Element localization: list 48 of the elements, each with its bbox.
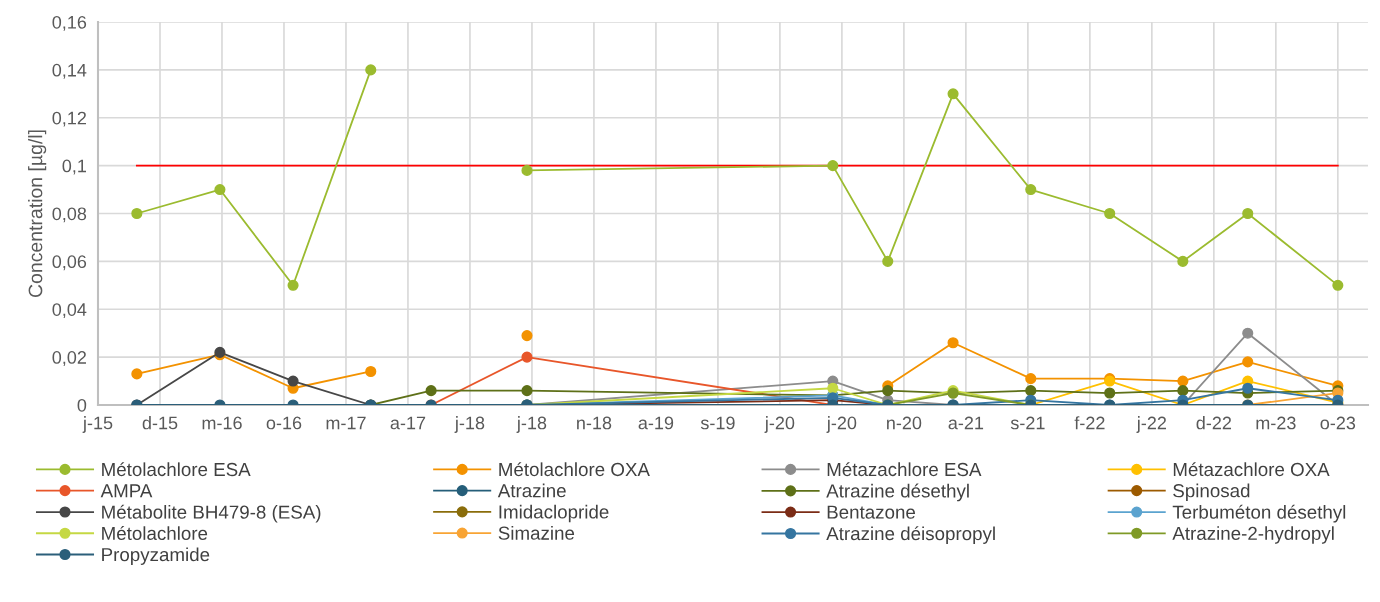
legend-label: Atrazine-2-hydropyl (1172, 526, 1334, 544)
y-tick-label: 0,04 (52, 303, 87, 319)
legend-label: Métazachlore ESA (827, 462, 982, 477)
x-tick-label: m-17 (326, 416, 366, 430)
x-tick-label: a-21 (948, 416, 984, 430)
x-tick-label: m-23 (1256, 416, 1296, 430)
y-tick-label: 0,1 (62, 159, 87, 175)
y-tick-label: 0,12 (52, 111, 86, 127)
x-tick-label: j-18 (454, 416, 485, 433)
x-tick-label: f-22 (1074, 416, 1105, 430)
legend-label: Atrazine (497, 483, 566, 498)
legend-label: AMPA (100, 484, 153, 498)
x-tick-label: j-20 (764, 416, 795, 433)
x-tick-label: n-18 (577, 416, 612, 430)
legend-label: Métolachlore ESA (102, 462, 251, 477)
x-tick-label: j-22 (1136, 416, 1166, 433)
x-tick-label: d-22 (1196, 416, 1232, 430)
y-axis-title: Concentration [µg/l] (28, 130, 47, 298)
x-tick-label: o-23 (1320, 416, 1356, 430)
y-tick-label: 0,08 (52, 207, 87, 223)
x-tick-label: a-19 (638, 416, 674, 430)
x-tick-label: o-16 (266, 416, 302, 430)
x-tick-label: n-20 (887, 416, 922, 430)
x-tick-label: a-17 (390, 416, 426, 430)
legend-label: Imidaclopride (499, 504, 609, 523)
legend-label: Terbuméton désethyl (1172, 504, 1346, 523)
x-tick-label: j-15 (82, 416, 113, 433)
x-tick-label: s-21 (1010, 416, 1045, 430)
y-tick-label: 0,14 (52, 63, 87, 79)
y-tick-label: 0,16 (52, 15, 87, 31)
legend-label: Métabolite BH479-8 (ESA) (102, 504, 321, 523)
legend-label: Spinosad (1173, 483, 1250, 502)
legend-label: Atrazine déisopropyl (826, 526, 995, 544)
legend-label: Propyzamide (102, 547, 210, 565)
legend-label: Métazachlore OXA (1173, 462, 1330, 477)
x-tick-label: j-20 (826, 416, 857, 433)
x-tick-label: s-19 (700, 416, 735, 430)
x-tick-label: m-16 (202, 416, 242, 430)
legend-label: Simazine (498, 526, 575, 540)
x-tick-label: j-18 (516, 416, 547, 433)
legend-label: Métolachlore (102, 526, 208, 541)
legend-label: Bentazone (827, 505, 916, 519)
y-tick-label: 0,02 (52, 351, 86, 366)
x-tick-label: d-15 (142, 416, 178, 430)
y-tick-label: 0 (77, 398, 87, 412)
legend-label: Métolachlore OXA (499, 462, 650, 477)
y-tick-label: 0,06 (52, 255, 87, 271)
legend-label: Atrazine désethyl (826, 483, 969, 502)
